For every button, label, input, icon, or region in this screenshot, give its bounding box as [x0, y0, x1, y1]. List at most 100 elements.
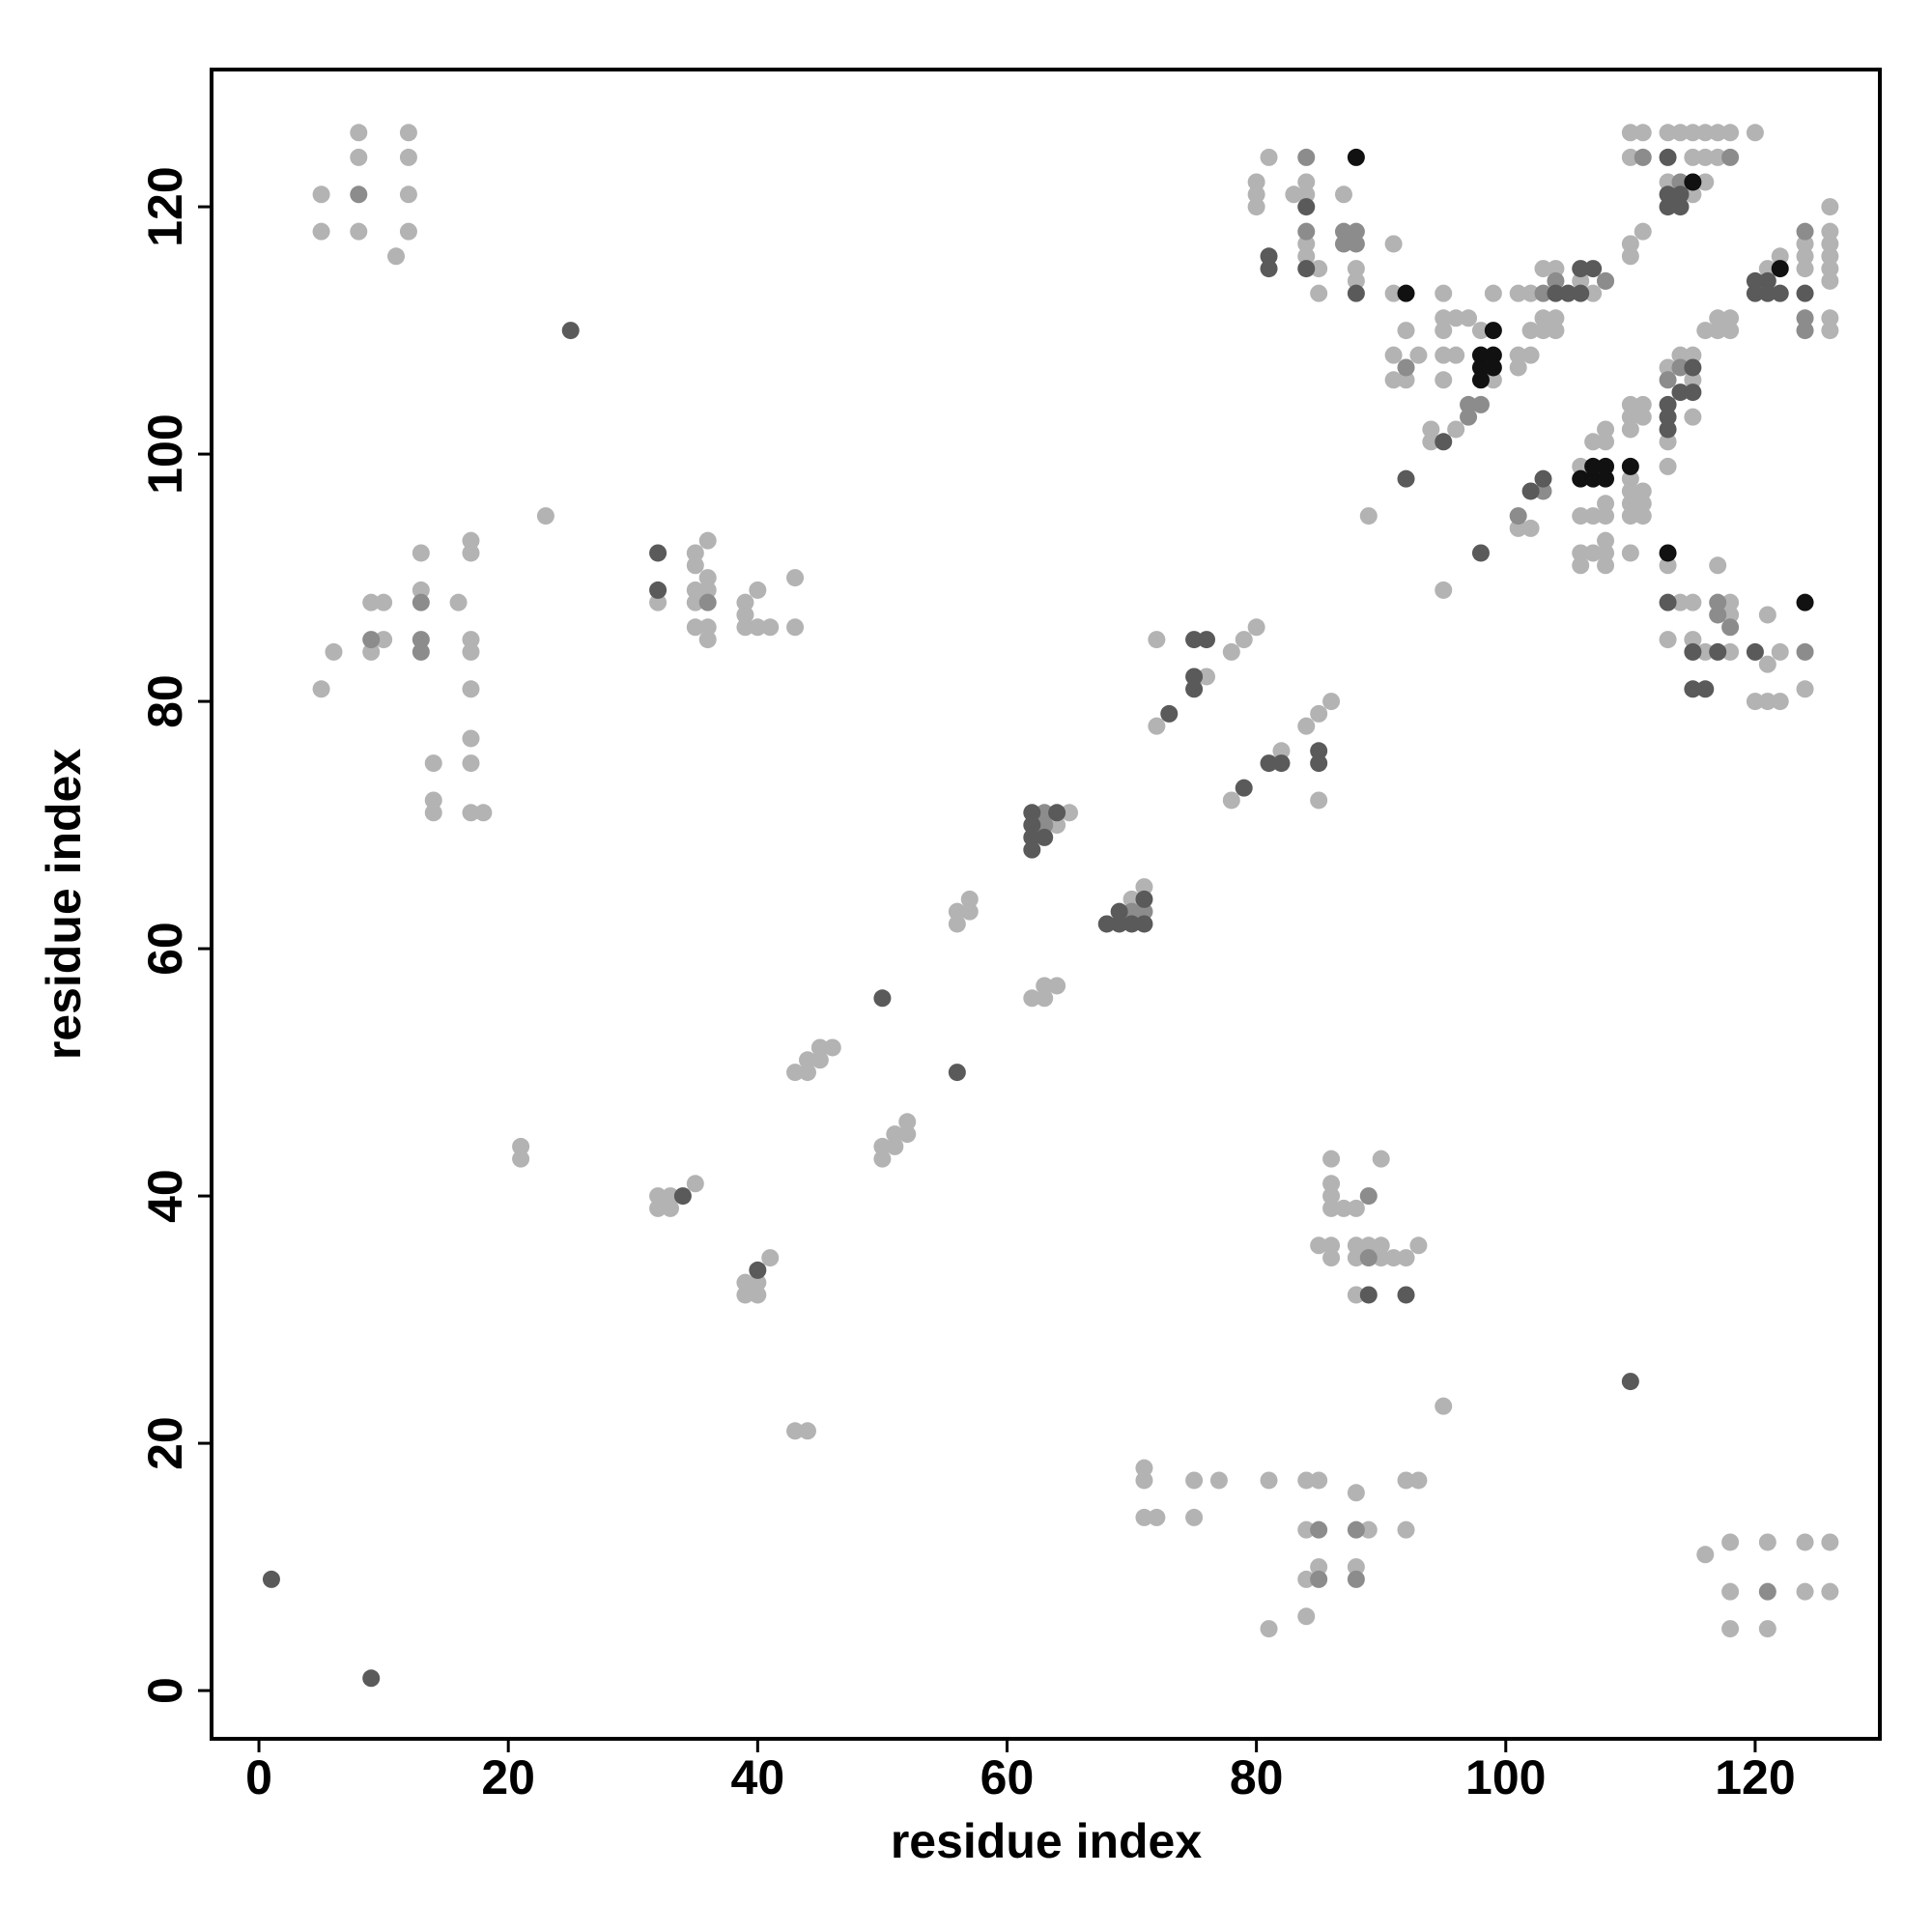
point [1297, 1520, 1316, 1539]
point [1297, 185, 1316, 204]
point [1359, 1520, 1378, 1539]
point [736, 1286, 754, 1304]
point [898, 1113, 917, 1131]
point [1297, 173, 1316, 191]
point [1659, 185, 1677, 204]
point [1347, 271, 1365, 290]
point [1746, 124, 1764, 142]
point [1409, 1471, 1428, 1490]
point [350, 185, 368, 204]
point [512, 1150, 530, 1168]
point [1110, 915, 1128, 933]
point [698, 531, 717, 550]
point [1235, 779, 1253, 797]
y-tick-label: 0 [138, 1677, 192, 1704]
point [1222, 791, 1240, 810]
point [1484, 358, 1502, 377]
point [1709, 309, 1727, 327]
point [1297, 235, 1316, 253]
point [786, 618, 805, 637]
point [412, 593, 430, 611]
point [1435, 346, 1453, 364]
point [1036, 828, 1054, 846]
point [1771, 260, 1789, 278]
point [736, 1273, 754, 1292]
point [1036, 816, 1054, 835]
point [1621, 495, 1639, 513]
point [1659, 433, 1677, 451]
point [1397, 322, 1415, 340]
point [1709, 148, 1727, 166]
point [1310, 1471, 1328, 1490]
point [1435, 433, 1453, 451]
point [1409, 1236, 1428, 1255]
point [1659, 593, 1677, 611]
point [1471, 544, 1490, 562]
point [1148, 1508, 1166, 1526]
point [1547, 271, 1565, 290]
point [1721, 1582, 1740, 1601]
point [1435, 581, 1453, 599]
point [1534, 469, 1552, 488]
point [873, 1137, 892, 1155]
point [362, 631, 381, 649]
point [1384, 1249, 1403, 1267]
point [1796, 284, 1814, 302]
point [1758, 655, 1776, 673]
point [1796, 680, 1814, 698]
point [399, 185, 417, 204]
point [1435, 284, 1453, 302]
point [1584, 544, 1603, 562]
point [1397, 1249, 1415, 1267]
point [1310, 284, 1328, 302]
point [649, 1187, 668, 1206]
point [1671, 358, 1690, 377]
point [375, 631, 393, 649]
point [1671, 384, 1690, 402]
point [387, 247, 406, 266]
point [1684, 631, 1702, 649]
point [1796, 309, 1814, 327]
point [1684, 148, 1702, 166]
point [1122, 890, 1141, 908]
point [1659, 198, 1677, 216]
point [1746, 271, 1764, 290]
point [1621, 1373, 1639, 1391]
point [1597, 556, 1615, 575]
point [1297, 717, 1316, 735]
point [1659, 358, 1677, 377]
point [1222, 642, 1240, 661]
point [1135, 878, 1153, 896]
point [462, 729, 480, 748]
point [1721, 309, 1740, 327]
point [462, 631, 480, 649]
point [1821, 1582, 1839, 1601]
point [1471, 395, 1490, 413]
point [1135, 1459, 1153, 1477]
point [1534, 284, 1552, 302]
point [1659, 631, 1677, 649]
point [1597, 457, 1615, 475]
point [1347, 1558, 1365, 1577]
point [1372, 1150, 1390, 1168]
point [798, 1064, 816, 1082]
point [1597, 271, 1615, 290]
point [462, 642, 480, 661]
point [1659, 544, 1677, 562]
point [1758, 606, 1776, 624]
plot-frame [210, 68, 1882, 1741]
point [1247, 173, 1265, 191]
point [1048, 977, 1066, 995]
point [350, 148, 368, 166]
point [1821, 222, 1839, 241]
point [1721, 148, 1740, 166]
point [1721, 618, 1740, 637]
y-tick-label: 100 [138, 413, 192, 494]
point [1771, 693, 1789, 711]
point [1684, 680, 1702, 698]
point [1334, 222, 1352, 241]
point [686, 581, 704, 599]
point [1484, 322, 1502, 340]
point [661, 1199, 679, 1217]
point [1209, 1471, 1228, 1490]
